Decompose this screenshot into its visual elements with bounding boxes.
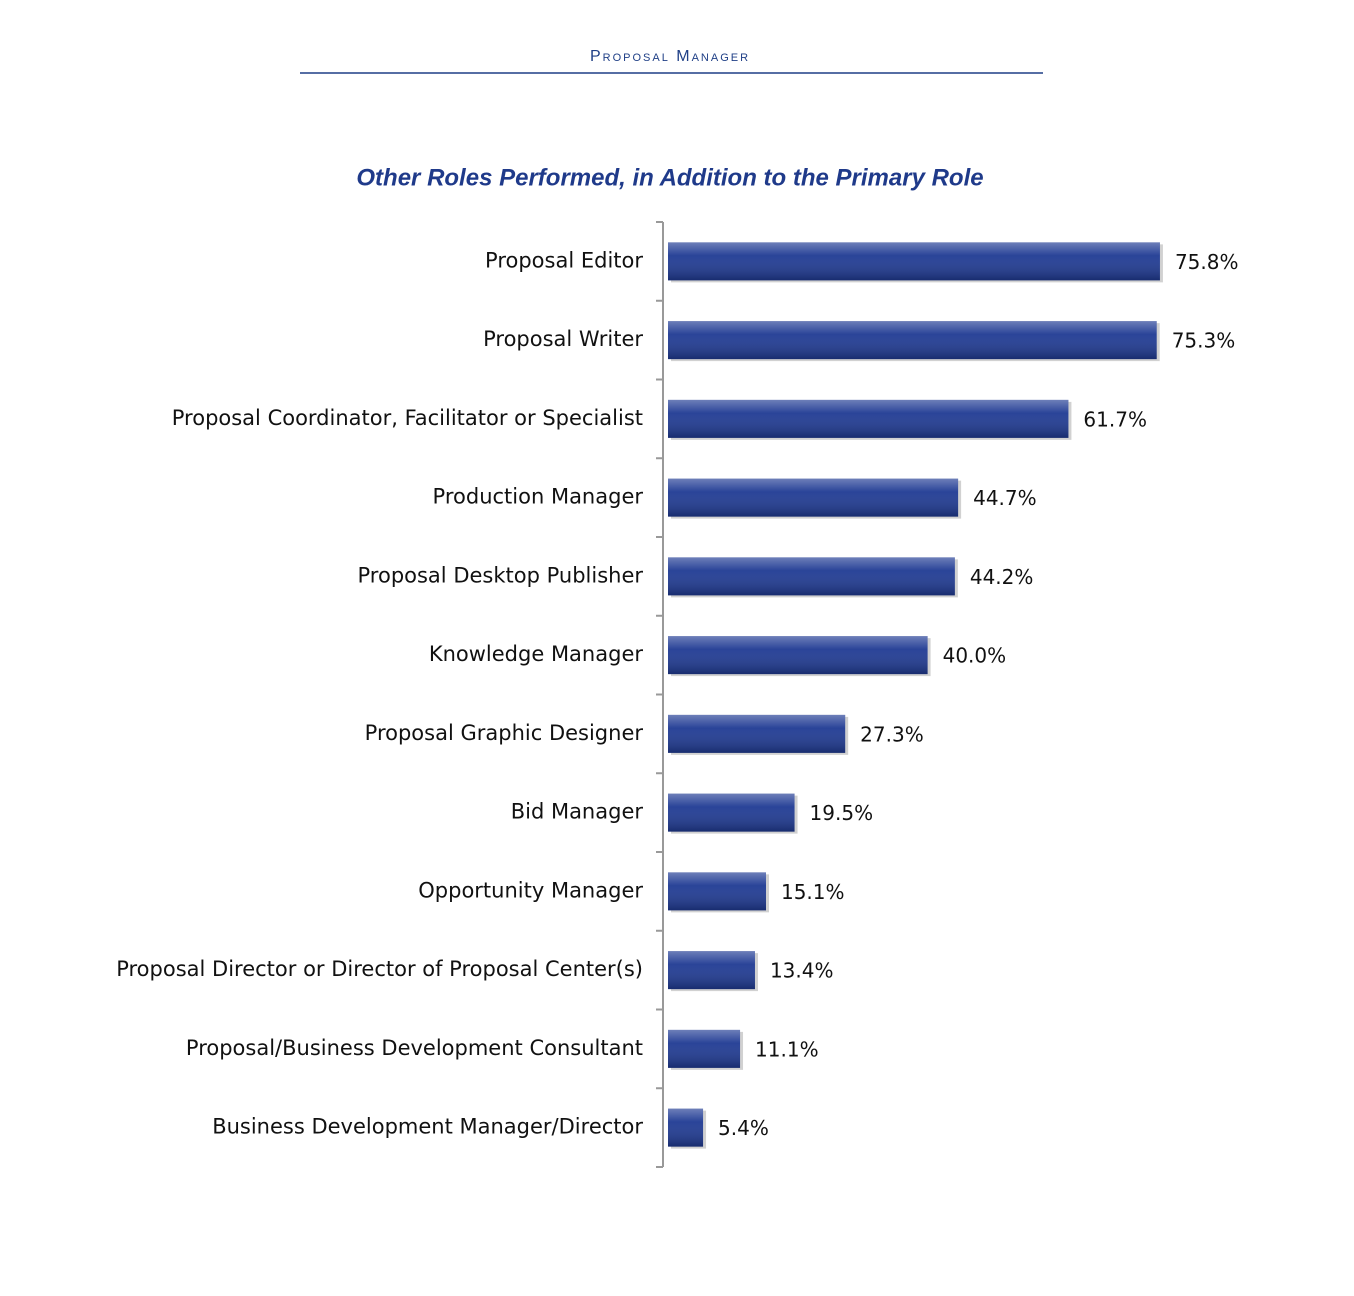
y-tick-label: Bid Manager xyxy=(511,800,644,824)
bar-shine xyxy=(668,557,955,596)
bar-shine xyxy=(668,478,959,517)
value-label: 5.4% xyxy=(718,1116,769,1140)
bar-shine xyxy=(668,321,1157,360)
value-label: 75.3% xyxy=(1172,329,1236,353)
page-header: Proposal Manager xyxy=(590,48,750,65)
bar-shine xyxy=(668,1029,741,1068)
value-label: 75.8% xyxy=(1175,250,1239,274)
bar-shine xyxy=(668,714,846,753)
y-tick-label: Proposal Coordinator, Facilitator or Spe… xyxy=(172,406,643,430)
bar-shine xyxy=(668,242,1160,281)
y-tick-label: Opportunity Manager xyxy=(418,878,643,902)
bar-shine xyxy=(668,1108,704,1147)
y-tick-label: Proposal Director or Director of Proposa… xyxy=(116,957,643,981)
y-tick-label: Proposal Graphic Designer xyxy=(365,721,644,745)
y-tick-label: Business Development Manager/Director xyxy=(212,1115,643,1139)
chart-title: Other Roles Performed, in Addition to th… xyxy=(356,164,983,191)
bar-shine xyxy=(668,951,755,990)
value-label: 15.1% xyxy=(781,880,845,904)
value-label: 44.7% xyxy=(973,486,1037,510)
y-tick-label: Proposal/Business Development Consultant xyxy=(186,1036,643,1060)
bar-shine xyxy=(668,636,928,675)
value-label: 40.0% xyxy=(943,644,1007,668)
bar-shine xyxy=(668,793,795,832)
y-tick-label: Production Manager xyxy=(433,485,644,509)
y-tick-label: Proposal Desktop Publisher xyxy=(358,563,644,587)
bar-shine xyxy=(668,872,766,911)
value-label: 44.2% xyxy=(970,565,1034,589)
y-tick-label: Knowledge Manager xyxy=(429,642,644,666)
value-label: 19.5% xyxy=(810,801,874,825)
y-tick-label: Proposal Writer xyxy=(483,327,643,351)
value-label: 61.7% xyxy=(1083,407,1147,431)
bar-shine xyxy=(668,399,1069,438)
y-tick-label: Proposal Editor xyxy=(485,248,643,272)
value-label: 13.4% xyxy=(770,959,834,983)
value-label: 27.3% xyxy=(860,722,924,746)
value-label: 11.1% xyxy=(755,1037,819,1061)
